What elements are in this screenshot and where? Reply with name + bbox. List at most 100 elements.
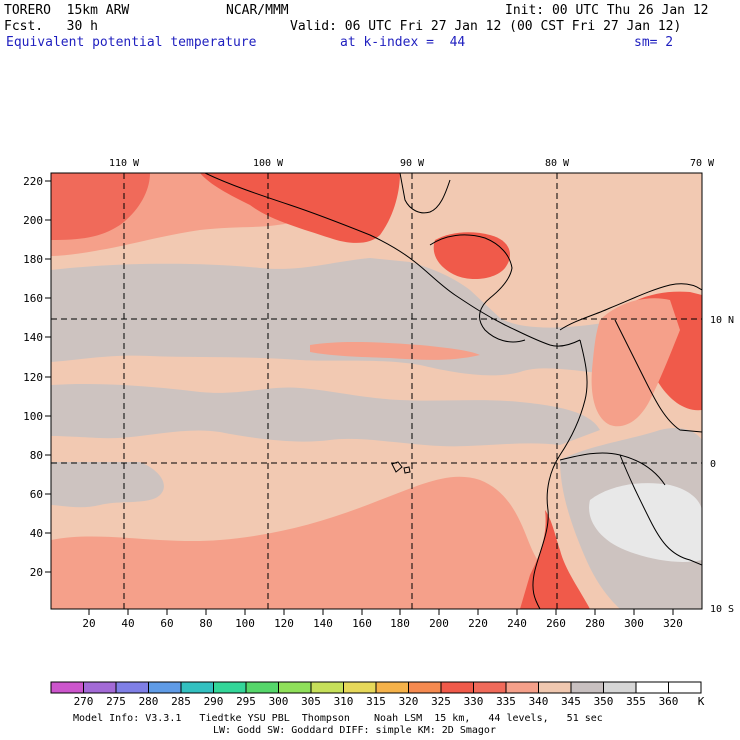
x-tick-label: 260 xyxy=(546,617,566,630)
y-tick-label: 180 xyxy=(23,253,43,266)
y-tick-label: 200 xyxy=(23,214,43,227)
y-tick-label: 220 xyxy=(23,175,43,188)
hot-area-central-america xyxy=(433,232,510,280)
lat-labels: 10 N 0 10 S xyxy=(710,315,734,615)
colorbar-swatch xyxy=(635,681,669,694)
x-tick-label: 120 xyxy=(274,617,294,630)
forecast-hour: Fcst. 30 h xyxy=(4,19,98,34)
lat-label: 10 S xyxy=(710,604,734,615)
x-tick-label: 200 xyxy=(429,617,449,630)
colorbar-label: 320 xyxy=(399,695,419,708)
y-tick-label: 140 xyxy=(23,331,43,344)
x-tick-label: 180 xyxy=(390,617,410,630)
x-tick-label: 220 xyxy=(468,617,488,630)
y-tick-labels: 220 200 180 160 140 120 100 80 60 40 20 xyxy=(23,175,43,579)
model-title: TORERO 15km ARW xyxy=(4,3,130,18)
colorbar-label: 270 xyxy=(74,695,94,708)
lon-label: 100 W xyxy=(253,158,284,169)
plot-frame xyxy=(50,172,703,610)
colorbar-label: 335 xyxy=(496,695,516,708)
colorbar-swatch xyxy=(668,681,702,694)
x-tick-label: 320 xyxy=(663,617,683,630)
lon-label: 70 W xyxy=(690,158,715,169)
coast-yucatan xyxy=(399,173,451,214)
x-tick-label: 300 xyxy=(624,617,644,630)
colorbar-label: 330 xyxy=(464,695,484,708)
physics-info: LW: Godd SW: Goddard DIFF: simple KM: 2D… xyxy=(213,725,496,736)
colorbar-unit: K xyxy=(698,695,705,708)
y-tick-label: 40 xyxy=(30,527,43,540)
x-tick-label: 100 xyxy=(235,617,255,630)
colorbar-label: 290 xyxy=(204,695,224,708)
colorbar-swatch xyxy=(440,681,474,694)
x-tick-label: 80 xyxy=(199,617,212,630)
colorbar-swatch xyxy=(603,681,637,694)
field-name: Equivalent potential temperature xyxy=(6,35,257,50)
colorbar-swatch xyxy=(505,681,539,694)
lat-label: 10 N xyxy=(710,315,734,326)
colorbar-swatch xyxy=(538,681,572,694)
warm-area-south-pacific xyxy=(51,476,580,609)
y-tick-label: 80 xyxy=(30,449,43,462)
smoothing-label: sm= 2 xyxy=(634,35,674,50)
x-tick-label: 60 xyxy=(160,617,173,630)
lon-label: 80 W xyxy=(545,158,570,169)
level-index: at k-index = 44 xyxy=(340,35,466,50)
y-tick-label: 100 xyxy=(23,410,43,423)
colorbar-swatch xyxy=(343,681,377,694)
warm-stripe-equatorial xyxy=(310,341,480,360)
x-tick-labels: 20 40 60 80 100 120 140 160 180 200 220 … xyxy=(82,617,683,630)
white-area-amazon xyxy=(589,483,702,562)
coast-mexico xyxy=(204,173,581,347)
coast-caribbean xyxy=(429,234,526,343)
colorbar-swatch xyxy=(408,681,442,694)
coast-south-america-west xyxy=(532,339,588,609)
colorbar-label: 340 xyxy=(529,695,549,708)
colorbar xyxy=(50,681,702,694)
colorbar-label: 300 xyxy=(269,695,289,708)
valid-time: Valid: 06 UTC Fri 27 Jan 12 (00 CST Fri … xyxy=(290,19,682,34)
colorbar-label: 295 xyxy=(236,695,256,708)
colorbar-swatch xyxy=(310,681,344,694)
lon-label: 110 W xyxy=(109,158,140,169)
x-tick-label: 20 xyxy=(82,617,95,630)
field-layer xyxy=(51,173,702,609)
org-label: NCAR/MMM xyxy=(226,3,289,18)
colorbar-label: 275 xyxy=(106,695,126,708)
colorbar-swatch xyxy=(245,681,279,694)
colorbar-swatch xyxy=(83,681,117,694)
colorbar-swatch xyxy=(375,681,409,694)
colorbar-swatch xyxy=(148,681,182,694)
y-tick-label: 60 xyxy=(30,488,43,501)
lon-labels: 110 W 100 W 90 W 80 W 70 W xyxy=(109,158,715,169)
init-time: Init: 00 UTC Thu 26 Jan 12 xyxy=(505,3,709,18)
hot-strip-peru-coast xyxy=(520,510,590,609)
colorbar-label: 325 xyxy=(431,695,451,708)
lon-label: 90 W xyxy=(400,158,425,169)
colorbar-swatch xyxy=(115,681,149,694)
colorbar-label: 280 xyxy=(139,695,159,708)
border-peru-brazil xyxy=(619,454,702,566)
colorbar-swatch xyxy=(213,681,247,694)
colorbar-label: 350 xyxy=(594,695,614,708)
colorbar-label: 285 xyxy=(171,695,191,708)
coast-colombia-north xyxy=(559,283,702,331)
colorbar-label: 345 xyxy=(561,695,581,708)
grey-band-north xyxy=(51,258,702,376)
x-tick-label: 140 xyxy=(313,617,333,630)
grey-band-middle xyxy=(51,383,600,447)
y-tick-label: 160 xyxy=(23,292,43,305)
y-tick-label: 120 xyxy=(23,371,43,384)
axis-ticks xyxy=(45,180,674,615)
colorbar-label: 305 xyxy=(301,695,321,708)
colorbar-swatch xyxy=(278,681,312,694)
colorbar-swatch xyxy=(180,681,214,694)
x-tick-label: 40 xyxy=(121,617,134,630)
colorbar-label: 310 xyxy=(334,695,354,708)
colorbar-swatch xyxy=(473,681,507,694)
colorbar-label: 355 xyxy=(626,695,646,708)
x-tick-label: 160 xyxy=(352,617,372,630)
y-tick-label: 20 xyxy=(30,566,43,579)
colorbar-labels: 270 275 280 285 290 295 300 305 310 315 320 325 330 3… xyxy=(74,695,679,708)
